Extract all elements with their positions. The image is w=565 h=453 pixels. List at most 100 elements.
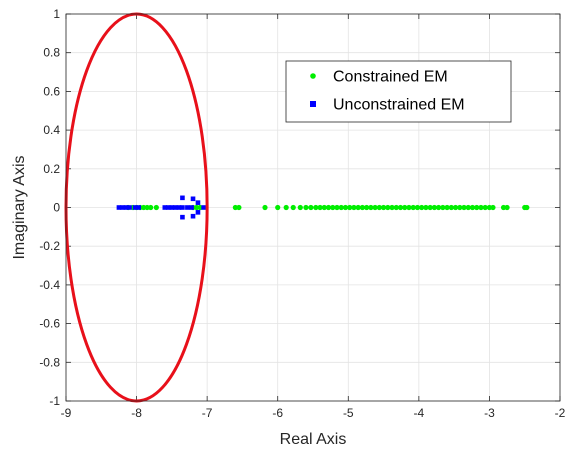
data-point-circle [410, 204, 416, 211]
data-point-square [169, 205, 175, 210]
data-point-square [189, 205, 194, 210]
y-tick-label: 0 [53, 201, 60, 215]
data-point-square [180, 205, 185, 210]
x-tick-label: -7 [202, 406, 213, 420]
data-point-circle [406, 204, 412, 211]
data-point-square [132, 205, 138, 210]
data-point-circle [308, 204, 314, 211]
data-point-circle [397, 204, 404, 211]
data-points [116, 195, 530, 220]
data-point-circle [524, 204, 530, 211]
data-point-circle [347, 204, 353, 211]
data-point-circle [342, 204, 349, 211]
data-point-circle [440, 204, 446, 211]
legend-marker-unconstrained [310, 101, 316, 107]
legend: Constrained EM Unconstrained EM [285, 60, 512, 123]
data-point-square [166, 205, 171, 210]
data-point-circle [334, 204, 340, 211]
data-point-circle [283, 204, 289, 211]
series-unconstrained-em [116, 195, 206, 220]
data-point-circle [504, 204, 510, 211]
data-point-circle [313, 204, 319, 211]
data-point-circle [457, 204, 463, 211]
data-point-circle [389, 204, 395, 211]
y-tick-label: 0.4 [43, 123, 60, 137]
data-point-circle [482, 204, 488, 211]
y-tick-label: 0.8 [43, 46, 60, 60]
data-point-square [136, 205, 141, 210]
legend-label-unconstrained: Unconstrained EM [333, 97, 465, 114]
data-point-circle [478, 204, 484, 211]
data-point-square [116, 205, 122, 210]
data-point-square [162, 205, 168, 210]
x-tick-label: -8 [131, 406, 142, 420]
data-point-circle [236, 204, 242, 211]
y-tick-label: -0.6 [39, 317, 60, 331]
data-point-circle [385, 204, 391, 211]
plot-frame [65, 13, 561, 402]
data-point-square [190, 213, 196, 219]
x-tick-label: -6 [272, 406, 283, 420]
data-point-circle [474, 204, 480, 211]
data-point-circle [469, 204, 476, 211]
data-point-square [195, 210, 201, 215]
x-tick-label: -9 [61, 406, 72, 420]
data-point-circle [402, 204, 408, 211]
data-point-square [127, 205, 132, 210]
data-point-circle [338, 204, 344, 211]
data-point-square [123, 205, 129, 210]
data-point-circle [431, 204, 437, 211]
x-tick-label: -3 [484, 406, 495, 420]
data-point-circle [452, 204, 459, 211]
data-point-circle [355, 204, 361, 211]
data-point-circle [376, 204, 382, 211]
data-point-circle [427, 204, 433, 211]
data-point-circle [153, 204, 159, 211]
data-point-square [195, 200, 201, 205]
data-point-circle [275, 204, 281, 211]
data-point-circle [461, 204, 467, 211]
data-point-circle [297, 204, 303, 211]
data-point-square [190, 196, 196, 202]
y-tick-label: -0.4 [39, 278, 60, 292]
data-point-circle [423, 204, 429, 211]
series-constrained-em [125, 204, 530, 211]
x-tick-label: -5 [343, 406, 354, 420]
y-tick-label: -0.2 [39, 239, 60, 253]
y-axis-label: Imaginary Axis [11, 155, 28, 259]
x-axis-label: Real Axis [280, 431, 347, 448]
data-point-circle [414, 204, 421, 211]
data-point-square [180, 195, 185, 201]
data-point-square [176, 205, 182, 210]
data-point-square [120, 205, 125, 210]
data-point-circle [148, 204, 154, 211]
data-point-circle [325, 204, 332, 211]
data-point-circle [448, 204, 454, 211]
y-tick-label: 0.6 [43, 84, 60, 98]
data-point-circle [359, 204, 365, 211]
data-point-circle [368, 204, 374, 211]
data-point-square [180, 214, 185, 220]
data-point-circle [351, 204, 357, 211]
data-point-circle [372, 204, 378, 211]
x-tick-label: -4 [414, 406, 425, 420]
legend-box [285, 60, 512, 123]
data-point-square [185, 205, 190, 210]
data-point-circle [444, 204, 450, 211]
data-point-circle [364, 204, 370, 211]
data-point-circle [330, 204, 336, 211]
y-tick-label: 0.2 [43, 162, 60, 176]
legend-marker-constrained [310, 73, 316, 79]
x-tick-label: -2 [555, 406, 565, 420]
data-point-circle [419, 204, 425, 211]
data-point-circle [380, 204, 387, 211]
data-point-square [201, 205, 206, 210]
data-point-circle [490, 204, 496, 211]
data-point-circle [436, 204, 442, 211]
data-point-square [173, 205, 178, 210]
y-tick-label: -0.8 [39, 355, 60, 369]
data-point-circle [465, 204, 471, 211]
legend-label-constrained: Constrained EM [333, 69, 448, 86]
data-point-circle [317, 204, 323, 211]
